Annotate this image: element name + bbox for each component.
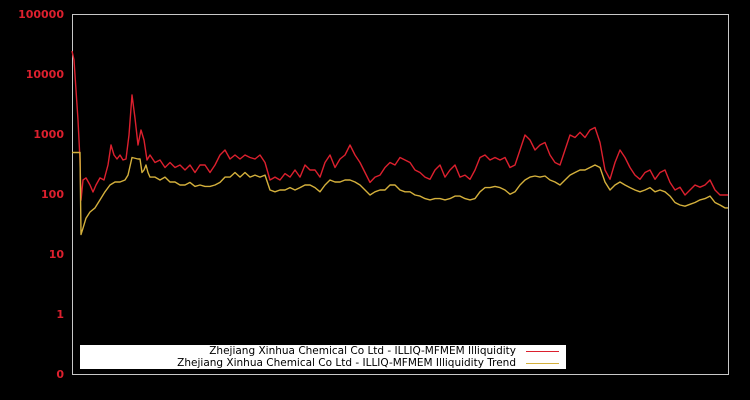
y-tick-label: 10 bbox=[48, 248, 64, 261]
y-tick-label: 1 bbox=[56, 308, 64, 321]
legend-swatch-illiquidity bbox=[526, 351, 559, 352]
legend-item-illiquidity-trend: Zhejiang Xinhua Chemical Co Ltd - ILLIQ-… bbox=[177, 357, 516, 369]
y-tick-label: 0 bbox=[56, 368, 64, 381]
y-tick-label: 1000 bbox=[33, 128, 64, 141]
illiquidity-series-line bbox=[71, 50, 728, 201]
y-tick-label: 10000 bbox=[25, 68, 64, 81]
legend: Zhejiang Xinhua Chemical Co Ltd - ILLIQ-… bbox=[80, 345, 566, 369]
legend-item-illiquidity: Zhejiang Xinhua Chemical Co Ltd - ILLIQ-… bbox=[209, 345, 516, 357]
y-tick-label: 100 bbox=[41, 188, 64, 201]
illiquidity-trend-series-line bbox=[72, 151, 728, 236]
y-tick-label: 100000 bbox=[18, 8, 64, 21]
plot-frame bbox=[72, 14, 729, 375]
legend-swatch-illiquidity-trend bbox=[526, 363, 559, 364]
